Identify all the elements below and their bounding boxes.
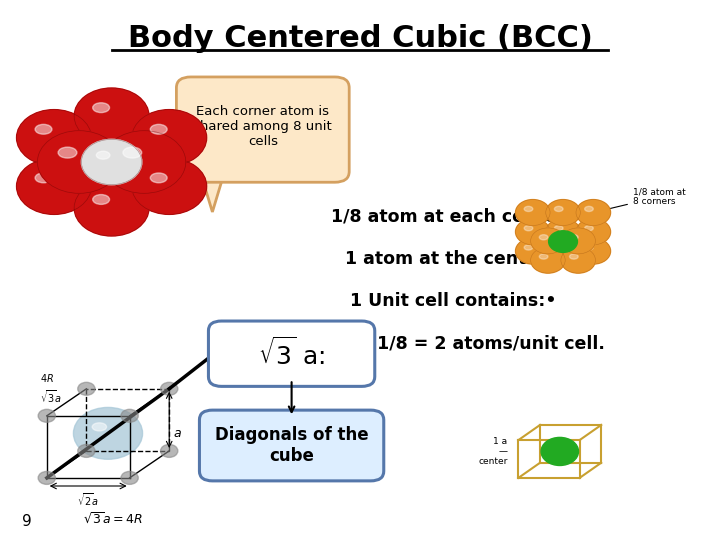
Circle shape [73, 407, 143, 459]
Circle shape [74, 88, 149, 144]
Circle shape [78, 444, 95, 457]
Circle shape [576, 238, 611, 264]
Ellipse shape [123, 147, 142, 158]
Text: 9: 9 [22, 514, 32, 529]
Circle shape [546, 219, 580, 245]
Circle shape [161, 444, 178, 457]
Text: Body Centered Cubic (BCC): Body Centered Cubic (BCC) [127, 24, 593, 53]
Ellipse shape [539, 254, 548, 259]
Circle shape [17, 110, 91, 166]
Ellipse shape [539, 235, 548, 240]
Ellipse shape [524, 226, 533, 231]
Circle shape [541, 437, 579, 465]
Ellipse shape [92, 423, 107, 431]
Circle shape [38, 471, 55, 484]
Text: $\sqrt{3}$ a:: $\sqrt{3}$ a: [258, 338, 325, 370]
Circle shape [102, 131, 186, 193]
Circle shape [81, 139, 142, 185]
Text: $a$: $a$ [173, 427, 181, 440]
Circle shape [37, 131, 121, 193]
Text: $4R$: $4R$ [40, 373, 54, 384]
Circle shape [549, 231, 577, 252]
Circle shape [546, 200, 580, 226]
Text: 1 Unit cell contains:•: 1 Unit cell contains:• [351, 292, 557, 310]
Ellipse shape [585, 245, 593, 250]
Circle shape [516, 219, 550, 245]
Ellipse shape [93, 194, 109, 205]
Circle shape [17, 158, 91, 214]
Ellipse shape [570, 254, 578, 259]
Ellipse shape [150, 173, 167, 183]
Circle shape [576, 219, 611, 245]
Circle shape [546, 238, 580, 264]
Ellipse shape [554, 206, 563, 212]
Ellipse shape [524, 245, 533, 250]
Text: 1/8 atom at each corner•: 1/8 atom at each corner• [330, 208, 577, 226]
Circle shape [561, 228, 595, 254]
Text: Each corner atom is
shared among 8 unit
cells: Each corner atom is shared among 8 unit … [194, 105, 332, 148]
Ellipse shape [554, 245, 563, 250]
Circle shape [561, 247, 595, 273]
Ellipse shape [150, 124, 167, 134]
FancyBboxPatch shape [176, 77, 349, 183]
Ellipse shape [96, 151, 110, 159]
Ellipse shape [570, 235, 578, 240]
Text: Diagonals of the
cube: Diagonals of the cube [215, 426, 369, 465]
Ellipse shape [93, 103, 109, 112]
Ellipse shape [524, 206, 533, 212]
Text: 1/8 atom at
8 corners: 1/8 atom at 8 corners [597, 187, 685, 213]
Ellipse shape [585, 206, 593, 212]
FancyBboxPatch shape [199, 410, 384, 481]
Ellipse shape [554, 226, 563, 231]
Ellipse shape [35, 124, 52, 134]
Circle shape [74, 180, 149, 236]
Circle shape [121, 471, 138, 484]
Ellipse shape [58, 147, 77, 158]
Circle shape [78, 382, 95, 395]
Text: 1 atom at the center.•: 1 atom at the center.• [345, 250, 562, 268]
Ellipse shape [35, 173, 52, 183]
Circle shape [576, 200, 611, 226]
Circle shape [516, 238, 550, 264]
Polygon shape [200, 172, 225, 212]
Circle shape [161, 382, 178, 395]
Text: $\sqrt{3}a$: $\sqrt{3}a$ [40, 389, 61, 406]
Circle shape [531, 228, 565, 254]
Circle shape [531, 247, 565, 273]
Circle shape [132, 110, 207, 166]
Circle shape [38, 409, 55, 422]
Text: 1 a
—
center: 1 a — center [478, 436, 508, 467]
FancyBboxPatch shape [209, 321, 374, 387]
Circle shape [132, 158, 207, 214]
Text: $\sqrt{3}a = 4R$: $\sqrt{3}a = 4R$ [83, 511, 143, 526]
Circle shape [121, 409, 138, 422]
Text: 1 + 8 x 1/8 = 2 atoms/unit cell.: 1 + 8 x 1/8 = 2 atoms/unit cell. [302, 334, 605, 352]
Circle shape [516, 200, 550, 226]
Text: $\sqrt{2}a$: $\sqrt{2}a$ [77, 491, 99, 508]
Ellipse shape [585, 226, 593, 231]
